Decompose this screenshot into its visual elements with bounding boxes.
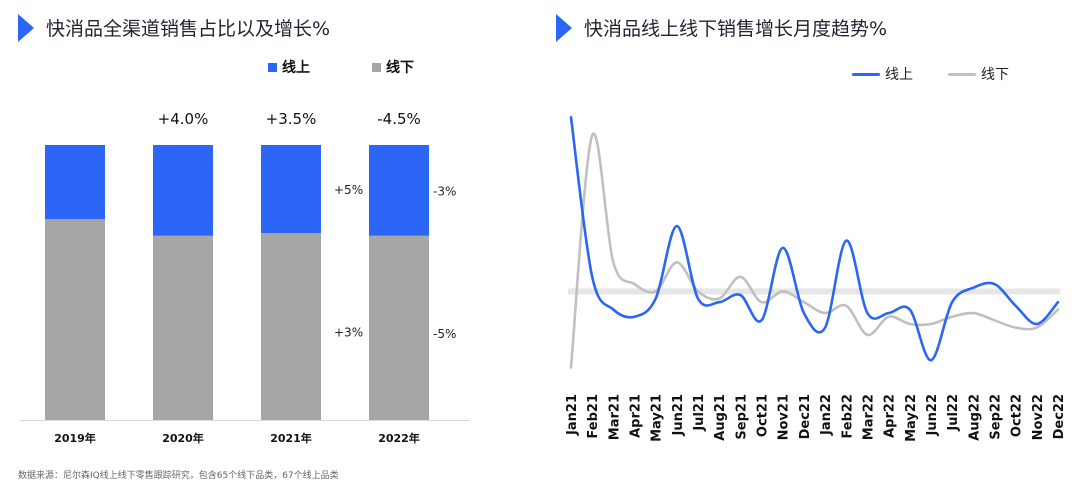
line-x-tick-label-12: Jan22 <box>819 394 834 436</box>
bar-annotation-2: -3% <box>433 184 456 198</box>
line-x-tick-label-2: Mar21 <box>607 394 622 440</box>
bar-annotation-3: -5% <box>433 327 456 341</box>
title-marker-left <box>18 14 34 42</box>
right-legend-offline: 线下 <box>948 64 1009 84</box>
line-x-tick-label-15: Apr22 <box>883 394 898 438</box>
line-x-tick-label-7: Aug21 <box>713 394 728 441</box>
right-chart-title: 快消品线上线下销售增长月度趋势% <box>584 18 888 40</box>
line-x-tick-label-11: Dec21 <box>798 394 813 439</box>
bar-category-label-0: 2019年 <box>54 431 96 445</box>
series-line-offline <box>569 132 1060 369</box>
footnote: 数据来源：尼尔森IQ线上线下零售跟踪研究，包含65个线下品类，67个线上品类 <box>18 471 339 481</box>
line-x-tick-label-21: Oct22 <box>1010 394 1025 437</box>
line-x-tick-label-8: Sep21 <box>734 394 749 440</box>
line-x-tick-label-4: May21 <box>650 394 665 442</box>
line-x-tick-label-18: Jul22 <box>946 394 961 432</box>
legend-line-online <box>852 72 880 76</box>
left-legend-online: 线上 <box>268 57 310 77</box>
bar-online-2 <box>261 145 321 233</box>
bar-online-3 <box>369 145 429 236</box>
legend-label-online-right: 线上 <box>885 67 913 83</box>
bar-offline-3 <box>369 235 429 420</box>
title-marker-right <box>556 14 572 42</box>
line-x-tick-label-6: Jul21 <box>692 394 707 432</box>
line-x-tick-label-20: Sep22 <box>988 394 1003 440</box>
legend-label-offline-right: 线下 <box>981 67 1009 83</box>
bar-online-0 <box>45 145 105 220</box>
stacked-bar-chart: 2019年 2020年 +4.0% 2021年 +3.5% 2022年 -4.5% +5% +3… <box>20 110 470 445</box>
bar-category-label-3: 2022年 <box>378 431 420 445</box>
bar-category-label-2: 2021年 <box>270 431 312 445</box>
line-x-tick-label-13: Feb22 <box>840 394 855 439</box>
line-x-tick-label-23: Dec22 <box>1052 394 1067 439</box>
line-x-tick-label-0: Jan21 <box>565 394 580 436</box>
line-x-tick-label-3: Apr21 <box>629 394 644 438</box>
line-x-tick-label-5: Jun21 <box>671 394 686 436</box>
right-legend-online: 线上 <box>852 64 913 84</box>
legend-label-offline: 线下 <box>386 60 414 76</box>
line-x-tick-label-22: Nov22 <box>1031 394 1046 440</box>
left-chart-title: 快消品全渠道销售占比以及增长% <box>46 18 331 40</box>
line-x-tick-label-14: Mar22 <box>861 394 876 440</box>
bar-online-1 <box>153 145 213 236</box>
bar-annotation-1: +3% <box>334 326 363 340</box>
bar-annotation-0: +5% <box>334 183 363 197</box>
legend-swatch-online <box>268 62 277 72</box>
bar-category-label-1: 2020年 <box>162 431 204 445</box>
line-x-tick-label-1: Feb21 <box>586 394 601 439</box>
legend-line-offline <box>948 72 976 76</box>
legend-swatch-offline <box>372 62 381 72</box>
bar-total-growth-label-1: +4.0% <box>158 110 209 128</box>
bar-total-growth-label-2: +3.5% <box>266 110 317 128</box>
bar-offline-2 <box>261 233 321 420</box>
left-legend-offline: 线下 <box>372 57 414 77</box>
series-line-online <box>569 115 1060 362</box>
legend-label-online: 线上 <box>282 60 310 76</box>
bar-total-growth-label-3: -4.5% <box>377 110 421 128</box>
line-x-tick-label-16: May22 <box>904 394 919 442</box>
line-x-tick-label-9: Oct21 <box>756 394 771 437</box>
line-x-tick-label-19: Aug22 <box>967 394 982 441</box>
bar-offline-0 <box>45 219 105 420</box>
line-x-tick-label-10: Nov21 <box>777 394 792 440</box>
line-x-tick-label-17: Jun22 <box>925 394 940 436</box>
bar-offline-1 <box>153 235 213 420</box>
line-chart: Jan21 Feb21 Mar21 Apr21 May21 Jun21 Jul21 Aug21… <box>565 115 1067 442</box>
